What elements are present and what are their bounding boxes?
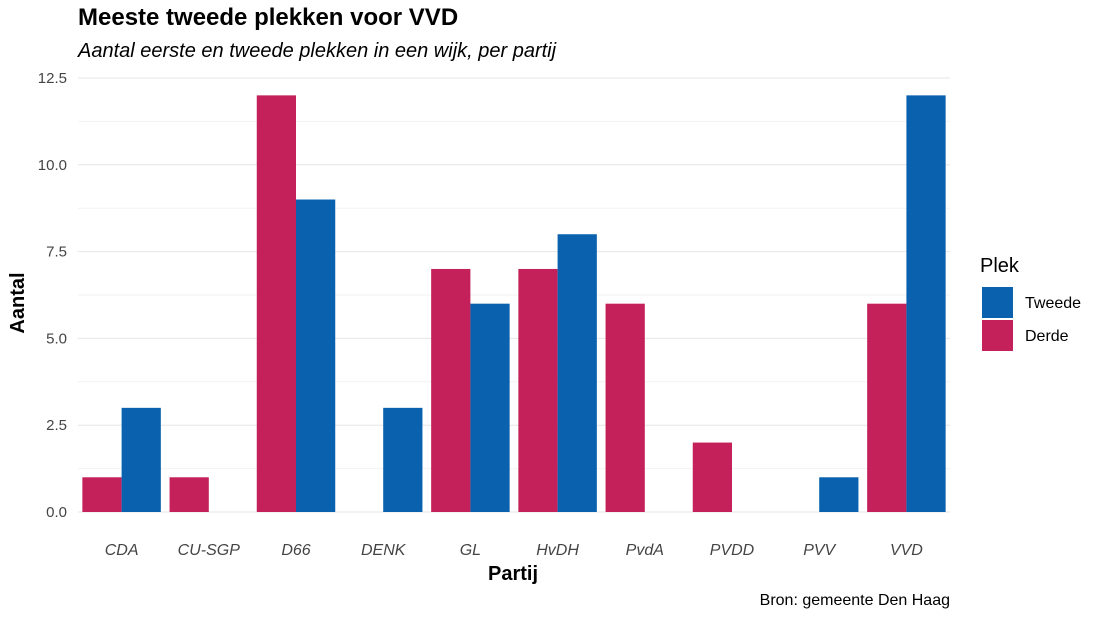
bar-tweede-vvd <box>906 95 946 513</box>
x-tick-label: CU-SGP <box>178 542 241 559</box>
y-axis-title: Aantal <box>7 272 29 333</box>
y-tick-label: 12.5 <box>38 70 67 87</box>
legend: Plek Tweede Derde <box>980 255 1081 351</box>
source-caption: Bron: gemeente Den Haag <box>759 592 950 609</box>
y-tick-label: 0.0 <box>46 504 67 521</box>
bars <box>82 95 946 513</box>
bar-derde-cu-sgp <box>169 477 209 512</box>
x-axis-title: Partij <box>488 563 538 585</box>
bar-tweede-cda <box>121 407 161 512</box>
bar-tweede-pvv <box>819 477 859 512</box>
x-tick-label: GL <box>460 542 481 559</box>
bar-derde-pvda <box>605 303 645 512</box>
x-tick-label: PvdA <box>626 542 664 559</box>
bar-derde-vvd <box>867 303 907 512</box>
x-tick-label: PVV <box>803 542 836 559</box>
x-tick-label: HvDH <box>536 542 579 559</box>
y-tick-label: 2.5 <box>46 417 67 434</box>
legend-key-derde <box>982 320 1013 351</box>
legend-key-tweede <box>982 287 1013 318</box>
y-tick-label: 10.0 <box>38 157 67 174</box>
x-tick-label: PVDD <box>710 542 755 559</box>
x-tick-label: D66 <box>281 542 310 559</box>
gridlines <box>78 77 950 513</box>
x-axis-ticks: CDA CU-SGP D66 DENK GL HvDH PvdA PVDD PVV VVD <box>105 542 924 559</box>
chart-subtitle: Aantal eerste en tweede plekken in een w… <box>78 40 557 62</box>
legend-label-tweede: Tweede <box>1025 295 1081 312</box>
chart-title: Meeste tweede plekken voor VVD <box>78 4 459 31</box>
y-tick-label: 5.0 <box>46 330 67 347</box>
bar-tweede-gl <box>470 303 510 512</box>
legend-title: Plek <box>980 255 1020 277</box>
bar-tweede-d66 <box>296 199 336 512</box>
bar-derde-d66 <box>256 95 296 513</box>
bar-derde-pvdd <box>692 442 732 512</box>
y-tick-label: 7.5 <box>46 244 67 261</box>
y-axis-ticks: 0.0 2.5 5.0 7.5 10.0 12.5 <box>38 70 67 521</box>
bar-derde-hvdh <box>518 268 558 512</box>
legend-label-derde: Derde <box>1025 328 1069 345</box>
x-tick-label: DENK <box>361 542 407 559</box>
x-tick-label: VVD <box>890 542 923 559</box>
x-tick-label: CDA <box>105 542 139 559</box>
bar-tweede-denk <box>383 407 423 512</box>
bar-derde-gl <box>431 268 471 512</box>
bar-derde-cda <box>82 477 122 512</box>
bar-tweede-hvdh <box>557 234 597 513</box>
